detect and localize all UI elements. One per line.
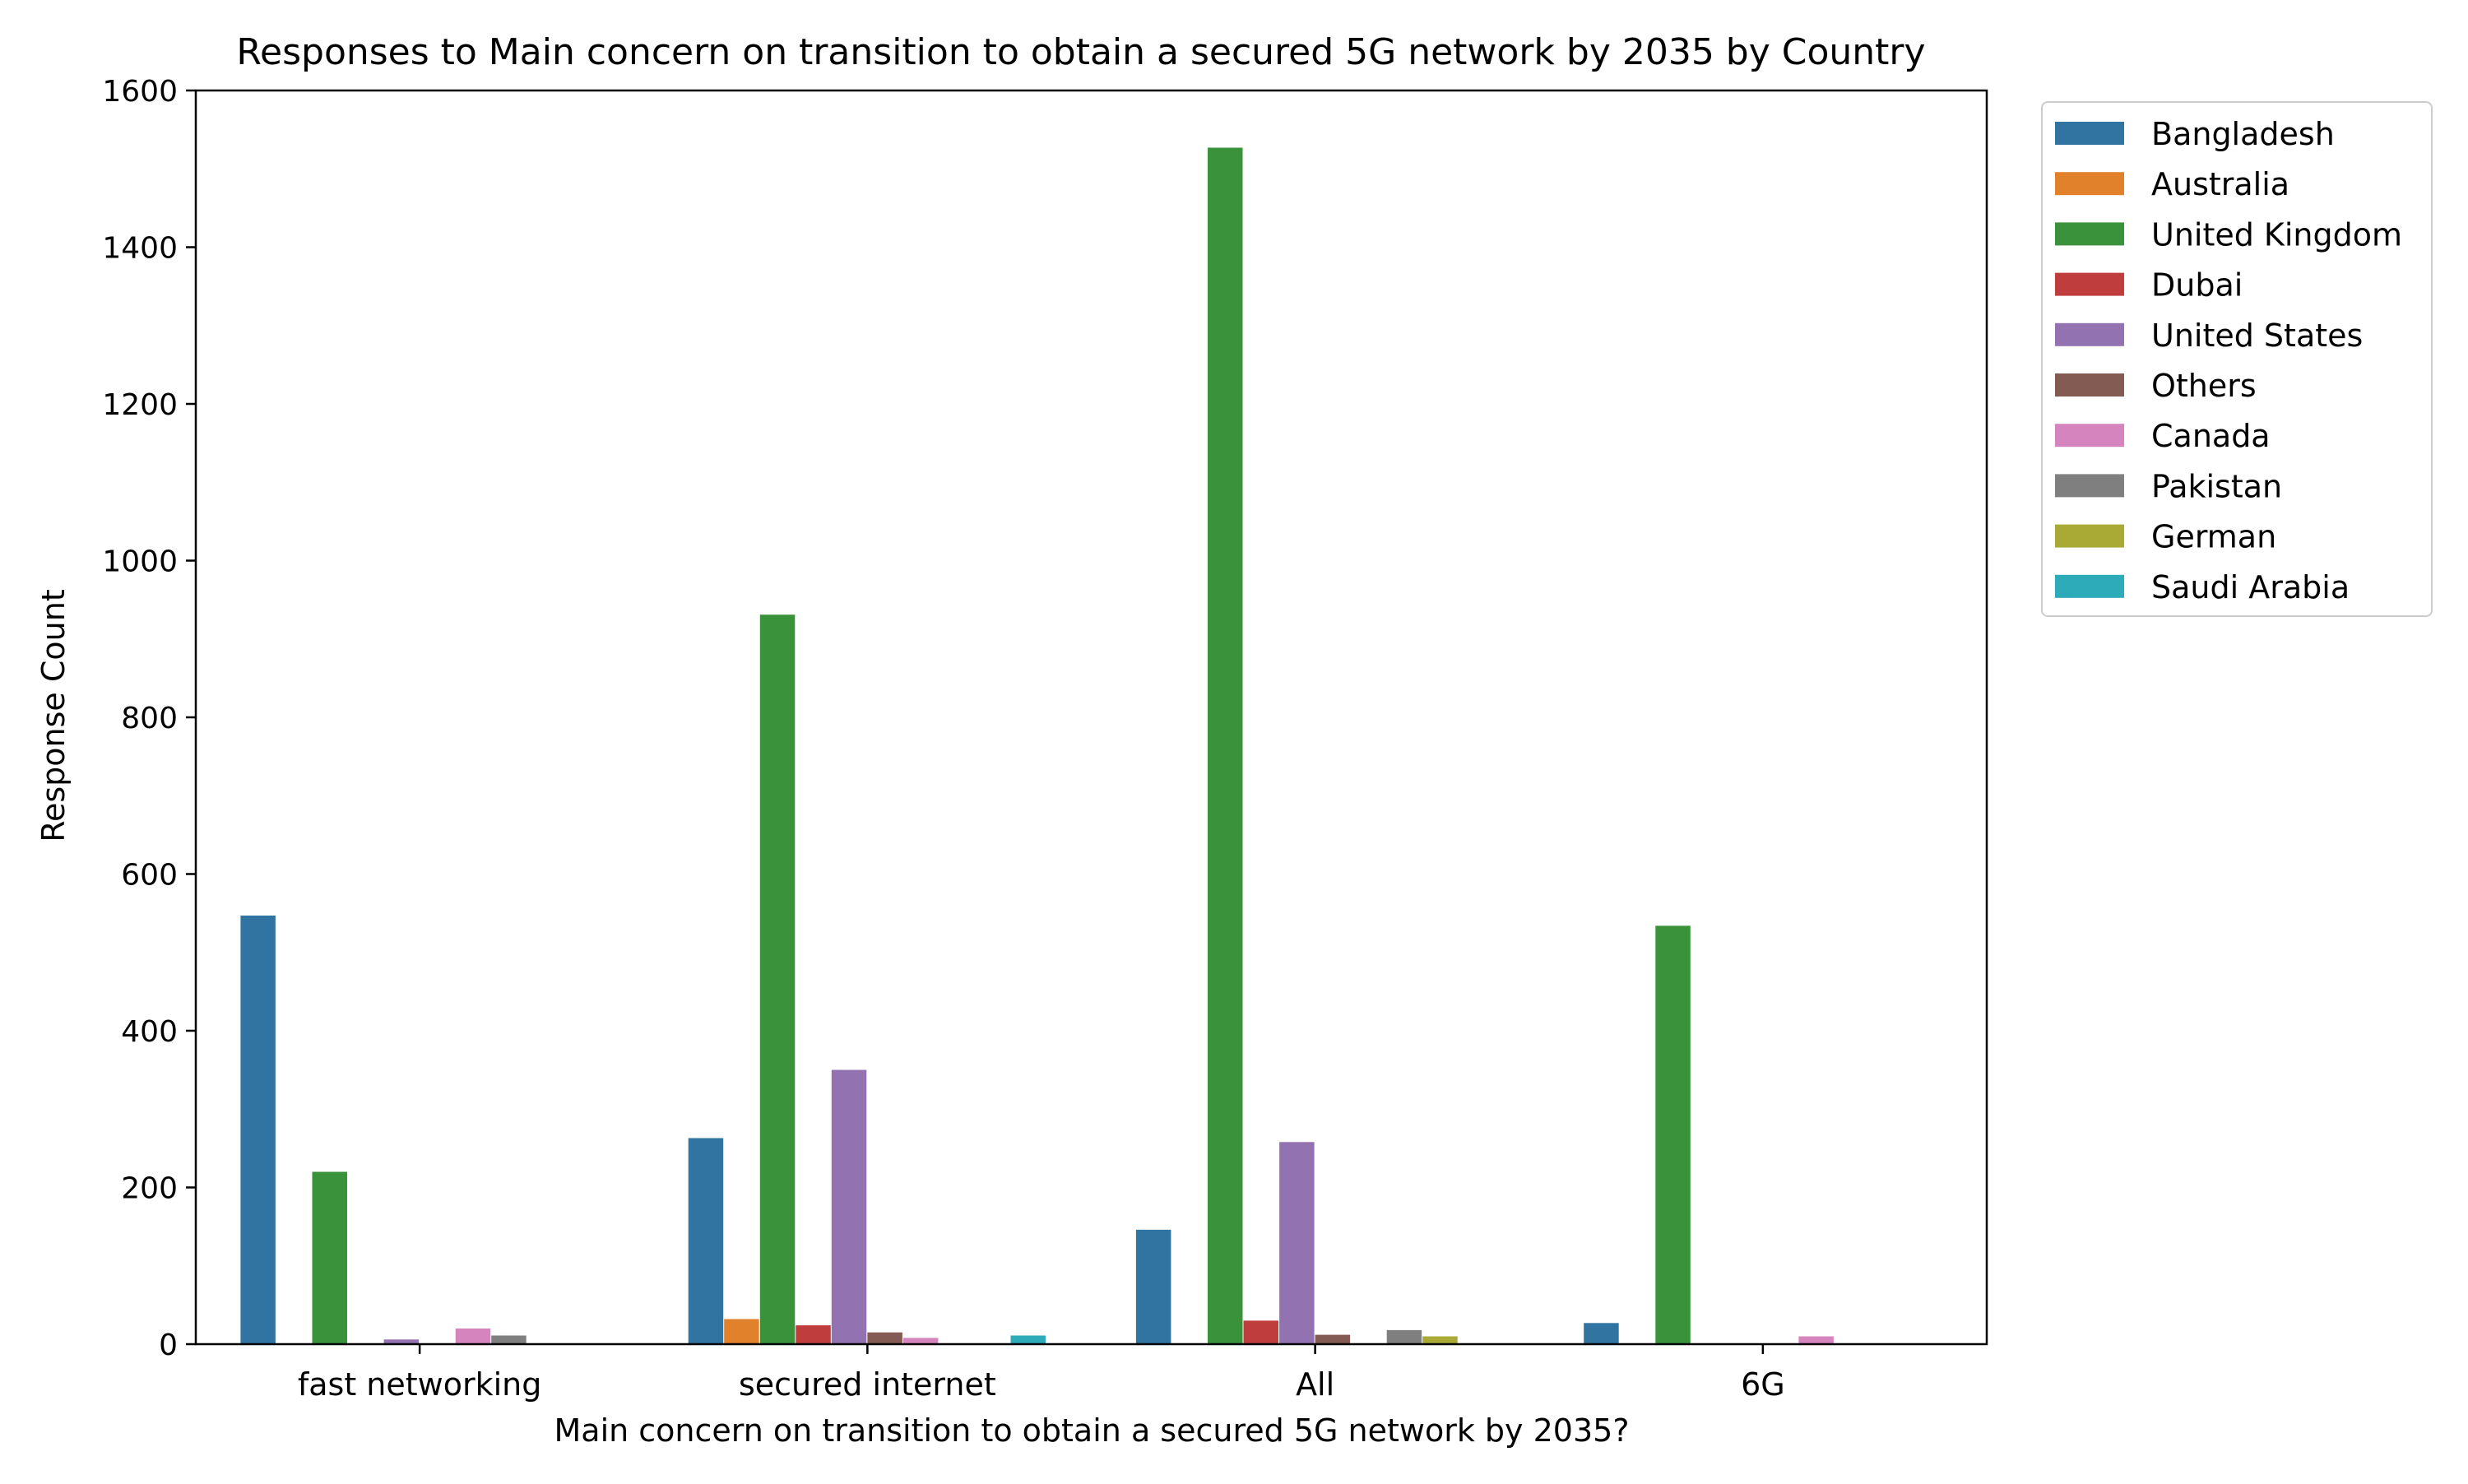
legend-label: Saudi Arabia xyxy=(2151,569,2350,605)
bar-canada-secured-internet xyxy=(902,1338,939,1344)
bar-united-kingdom-secured-internet xyxy=(759,614,796,1344)
bar-german-all xyxy=(1422,1336,1458,1344)
legend-box xyxy=(2041,101,2433,617)
x-tick-label: 6G xyxy=(1741,1366,1785,1403)
y-tick-label: 400 xyxy=(121,1015,178,1049)
bar-bangladesh-fast-networking xyxy=(240,916,276,1344)
chart-title: Responses to Main concern on transition … xyxy=(236,31,1925,73)
bar-canada-fast-networking xyxy=(455,1329,491,1344)
bar-bangladesh-all xyxy=(1135,1229,1171,1344)
legend-swatch xyxy=(2055,424,2124,448)
legend-swatch xyxy=(2055,373,2124,397)
bar-saudi-arabia-secured-internet xyxy=(1010,1335,1046,1344)
legend-swatch xyxy=(2055,122,2124,145)
x-tick-label: fast networking xyxy=(298,1366,542,1403)
bar-united-states-all xyxy=(1279,1142,1315,1344)
y-axis-ticks: 0 200 400 600 800 1000 1200 1400 1600 xyxy=(102,75,196,1362)
bar-united-kingdom-all xyxy=(1208,147,1243,1344)
y-tick-label: 0 xyxy=(159,1329,178,1362)
bar-pakistan-fast-networking xyxy=(491,1335,527,1344)
legend-swatch xyxy=(2055,322,2124,346)
y-tick-label: 1200 xyxy=(102,388,178,422)
y-tick-label: 1000 xyxy=(102,545,178,579)
bar-united-kingdom-6g xyxy=(1655,925,1691,1344)
plot-area-frame xyxy=(194,89,1988,1346)
legend-swatch xyxy=(2055,474,2124,498)
bar-australia-secured-internet xyxy=(724,1319,759,1344)
y-tick-label: 200 xyxy=(121,1172,178,1206)
legend-swatch xyxy=(2055,222,2124,246)
bar-dubai-secured-internet xyxy=(796,1325,831,1344)
bar-others-all xyxy=(1315,1334,1351,1344)
legend-label: Bangladesh xyxy=(2151,116,2335,152)
bar-united-states-fast-networking xyxy=(383,1339,420,1344)
legend-label: United States xyxy=(2151,318,2363,354)
bar-united-states-secured-internet xyxy=(831,1069,867,1344)
legend-label: German xyxy=(2151,519,2276,555)
legend-swatch xyxy=(2055,574,2124,598)
y-tick-label: 600 xyxy=(121,859,178,893)
x-axis-label: Main concern on transition to obtain a s… xyxy=(554,1412,1630,1449)
x-axis-ticks: fast networking secured internet All 6G xyxy=(298,1344,1785,1403)
bar-canada-6g xyxy=(1798,1336,1834,1344)
legend-label: Australia xyxy=(2151,166,2289,202)
bar-united-kingdom-fast-networking xyxy=(312,1171,347,1344)
bar-pakistan-all xyxy=(1386,1329,1422,1344)
legend-swatch xyxy=(2055,172,2124,196)
y-axis-label: Response Count xyxy=(35,589,72,842)
y-tick-label: 1600 xyxy=(102,75,178,109)
legend-swatch xyxy=(2055,524,2124,548)
legend-label: Canada xyxy=(2151,418,2271,454)
x-tick-label: secured internet xyxy=(739,1366,996,1403)
legend-label: United Kingdom xyxy=(2151,216,2402,253)
legend-label: Dubai xyxy=(2151,267,2243,304)
bar-others-secured-internet xyxy=(867,1332,902,1344)
legend-label: Pakistan xyxy=(2151,468,2282,504)
y-tick-label: 800 xyxy=(121,702,178,735)
bar-bangladesh-secured-internet xyxy=(688,1138,724,1344)
bars-group xyxy=(240,147,1834,1344)
bar-dubai-all xyxy=(1243,1320,1278,1344)
y-tick-label: 1400 xyxy=(102,232,178,266)
legend-swatch xyxy=(2055,272,2124,296)
legend-label: Others xyxy=(2151,368,2257,404)
legend: Bangladesh Australia United Kingdom Dubai Un… xyxy=(2041,101,2433,617)
x-tick-label: All xyxy=(1296,1366,1334,1403)
bar-bangladesh-6g xyxy=(1584,1323,1619,1344)
